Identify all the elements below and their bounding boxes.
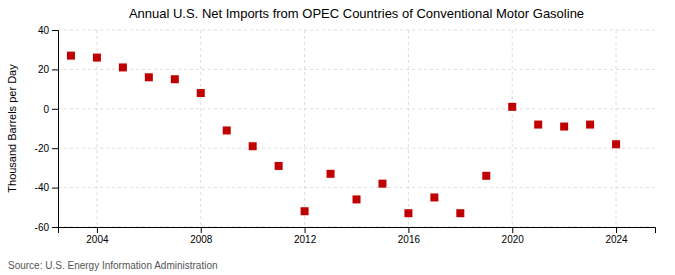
- tick-mark: [616, 227, 617, 233]
- grid-line: [512, 30, 513, 227]
- tick-mark: [52, 69, 58, 70]
- grid-line: [58, 148, 655, 149]
- point: [430, 193, 438, 201]
- point: [249, 142, 257, 150]
- tick-mark: [512, 227, 513, 233]
- tick-label: 40: [38, 25, 50, 36]
- grid-line: [408, 30, 409, 227]
- grid: [58, 30, 655, 227]
- tick-mark: [52, 148, 58, 149]
- grid-line: [58, 69, 655, 70]
- tick-label: 2012: [294, 234, 317, 245]
- point: [327, 170, 335, 178]
- tick-label: 2016: [398, 234, 421, 245]
- point: [404, 209, 412, 217]
- point: [482, 172, 490, 180]
- tick: 2008: [190, 227, 213, 245]
- tick-mark: [52, 109, 58, 110]
- chart: 2004 2008 2012 2016 2020 2024 -60 -40 -20 0 20 40 An…: [0, 0, 675, 275]
- tick: 40: [38, 25, 58, 36]
- grid-line: [616, 30, 617, 227]
- point: [119, 63, 127, 71]
- point: [197, 89, 205, 97]
- point: [612, 140, 620, 148]
- tick-label: 2008: [190, 234, 213, 245]
- tick-label: 0: [43, 104, 49, 115]
- point: [586, 121, 594, 129]
- tick: 0: [43, 104, 58, 115]
- y-axis: -60 -40 -20 0 20 40: [35, 25, 59, 233]
- grid-line: [58, 108, 655, 109]
- tick: 2004: [86, 227, 109, 245]
- tick-label: -60: [35, 222, 50, 233]
- point: [456, 209, 464, 217]
- tick: 2020: [502, 227, 525, 245]
- tick: 2012: [294, 227, 317, 245]
- tick-label: -20: [35, 143, 50, 154]
- point: [93, 54, 101, 62]
- tick-mark: [97, 227, 98, 233]
- tick-mark: [52, 227, 58, 228]
- x-axis: 2004 2008 2012 2016 2020 2024: [59, 227, 656, 245]
- tick-mark: [52, 188, 58, 189]
- tick-label: 2020: [502, 234, 525, 245]
- grid-line: [304, 30, 305, 227]
- point: [378, 180, 386, 188]
- grid-line: [58, 187, 655, 188]
- point: [353, 195, 361, 203]
- tick-mark: [52, 30, 58, 31]
- tick-mark: [201, 227, 202, 233]
- tick-label: -40: [35, 182, 50, 193]
- tick-label: 2024: [605, 234, 628, 245]
- tick: -60: [35, 222, 58, 233]
- point: [145, 73, 153, 81]
- tick: 2016: [398, 227, 421, 245]
- point: [223, 126, 231, 134]
- y-axis-title: Thousand Barrels per Day: [6, 64, 18, 193]
- tick-mark: [305, 227, 306, 233]
- grid-line: [58, 30, 655, 31]
- point: [301, 207, 309, 215]
- tick-mark: [408, 227, 409, 233]
- grid-line: [200, 30, 201, 227]
- tick: -20: [35, 143, 58, 154]
- plot: 2004 2008 2012 2016 2020 2024 -60 -40 -20 0 20 40: [35, 25, 656, 245]
- point: [534, 121, 542, 129]
- point: [560, 123, 568, 131]
- axis-line: [59, 228, 656, 234]
- point: [67, 52, 75, 60]
- point: [275, 162, 283, 170]
- tick: 20: [38, 64, 58, 75]
- tick-label: 2004: [86, 234, 109, 245]
- tick-label: 20: [38, 64, 50, 75]
- point: [171, 75, 179, 83]
- axis-line: [52, 31, 59, 228]
- points: [67, 52, 620, 218]
- tick: -40: [35, 182, 58, 193]
- point: [508, 103, 516, 111]
- tick: 2024: [605, 227, 628, 245]
- title: Annual U.S. Net Imports from OPEC Countr…: [129, 6, 584, 21]
- source: Source: U.S. Energy Information Administ…: [8, 260, 218, 271]
